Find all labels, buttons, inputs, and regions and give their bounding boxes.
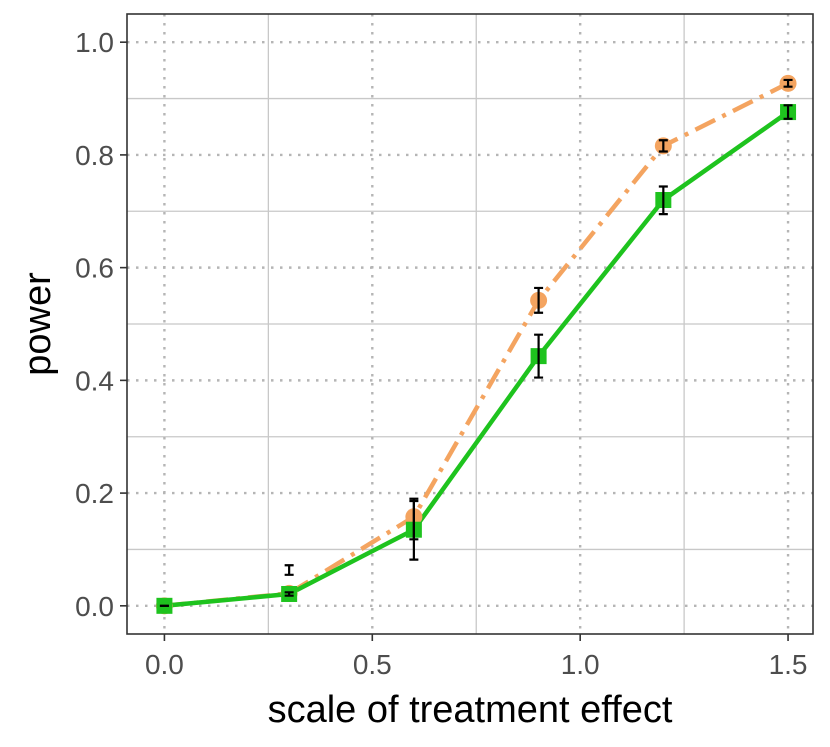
y-tick-label: 0.8 [75,140,114,171]
series-line-2 [164,110,790,609]
x-tick-label: 1.5 [769,649,808,680]
error-bars [159,78,793,607]
series-1-error-bar [284,564,294,576]
x-tick-label: 1.0 [561,649,600,680]
series-2-error-bar [783,104,793,120]
x-tick-label: 0.5 [353,649,392,680]
y-tick-label: 1.0 [75,27,114,58]
series-1-error-bar [783,78,793,88]
axis-ticks [120,41,789,641]
y-axis-title: power [17,272,59,376]
plot-panel-border [126,13,814,635]
series-2-error-bar [658,185,668,216]
x-axis-title: scale of treatment effect [268,689,673,731]
series-2-error-bar [284,591,294,597]
series-1-error-bar [658,139,668,153]
tick-labels: 0.0 0.5 1.0 1.5 0.0 0.2 0.4 0.6 0.8 1.0 [75,27,807,680]
series-1-error-bar [534,286,544,314]
y-tick-label: 0.2 [75,478,114,509]
major-gridlines [127,14,813,634]
y-tick-label: 0.4 [75,365,114,396]
series-2-error-bar [534,333,544,379]
series-2-error-bar [409,499,419,561]
y-tick-label: 0.0 [75,591,114,622]
minor-gridlines [127,14,813,634]
y-tick-label: 0.6 [75,253,114,284]
series-lines [164,81,790,609]
x-tick-label: 0.0 [145,649,184,680]
